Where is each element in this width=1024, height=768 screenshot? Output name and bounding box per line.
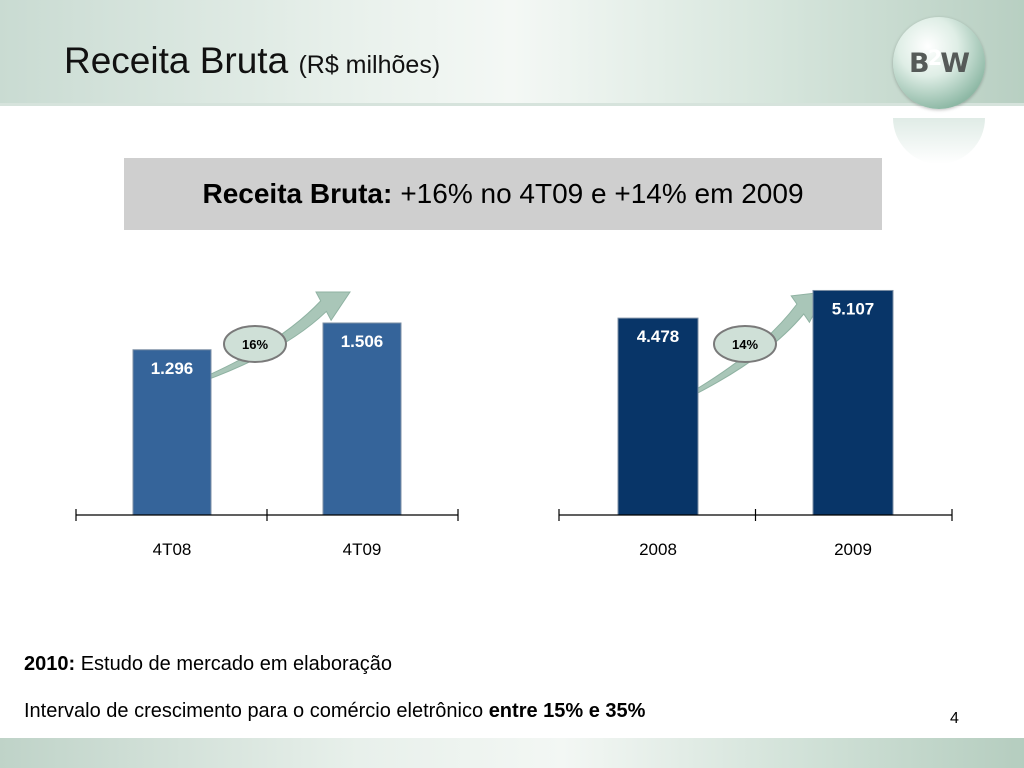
bar-4T09 [322,322,402,516]
x-tick-label-2009: 2009 [834,540,872,559]
highlight-bold: Receita Bruta: [202,178,393,209]
footer-band [0,738,1024,768]
charts-canvas: 1.296 4T08 1.506 4T09 16% 4.478 2008 5.107 2009 1… [75,289,953,559]
highlight-text: +16% no 4T09 e +14% em 2009 [400,178,804,209]
page-title-text: Receita Bruta [64,40,289,81]
footnote-growth-bold: entre 15% e 35% [488,700,646,722]
page-number: 4 [950,710,959,727]
data-label-4T09: 1.506 [341,332,384,351]
data-label-2009: 5.107 [832,299,875,318]
footnote-growth-range: Intervalo de crescimento para o comércio… [24,700,645,723]
header-band [0,0,1024,106]
growth-badge [223,325,287,363]
x-tick-label-4T08: 4T08 [153,540,192,559]
highlight-box: Receita Bruta: +16% no 4T09 e +14% em 20… [124,158,882,230]
page-title-unit: (R$ milhões) [298,51,441,79]
data-label-4T08: 1.296 [151,359,194,378]
bar-2008 [617,317,699,516]
growth-badge-label: 14% [732,337,758,352]
growth-badge [713,325,777,363]
page-title: Receita Bruta (R$ milhões) [64,40,440,82]
bar-2009 [812,289,894,516]
x-tick-label-2008: 2008 [639,540,677,559]
data-label-2008: 4.478 [637,327,680,346]
bar-4T08 [132,349,212,516]
x-tick-label-4T09: 4T09 [343,540,382,559]
footnote-growth-text: Intervalo de crescimento para o comércio… [24,700,484,722]
footnote-2010: 2010: Estudo de mercado em elaboração [24,653,392,676]
footnote-2010-bold: 2010: [24,653,76,675]
growth-badge-label: 16% [242,337,268,352]
growth-arrow-icon [151,291,351,399]
footnote-2010-text: Estudo de mercado em elaboração [80,653,393,675]
